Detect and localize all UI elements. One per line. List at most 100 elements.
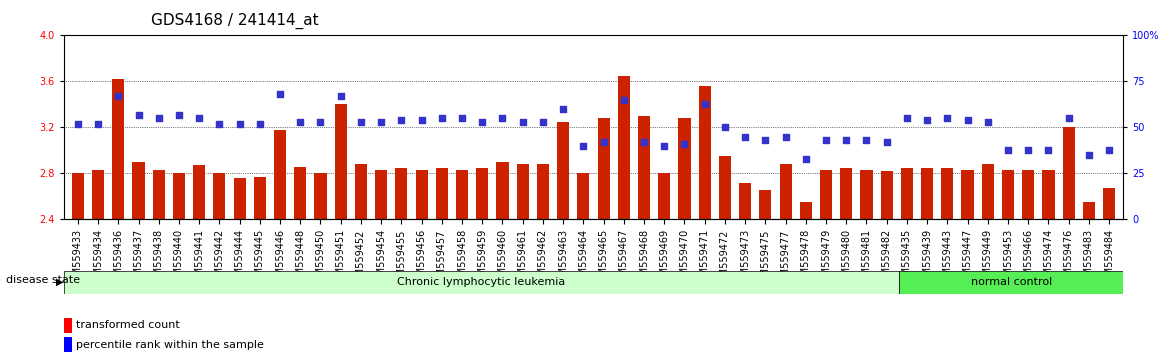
Text: ▶: ▶: [56, 276, 63, 286]
Bar: [153, 170, 164, 219]
Point: [433, 115, 452, 121]
Point: [797, 156, 815, 161]
Bar: [679, 118, 690, 219]
Point: [170, 112, 189, 118]
Bar: [557, 122, 570, 219]
Point: [918, 117, 937, 123]
Point: [68, 121, 87, 127]
Point: [756, 137, 775, 143]
Bar: [698, 86, 711, 219]
Point: [393, 117, 411, 123]
Point: [696, 101, 714, 106]
Bar: [1042, 170, 1055, 219]
Point: [250, 121, 269, 127]
Point: [312, 119, 330, 125]
Point: [109, 93, 127, 99]
Point: [1060, 115, 1078, 121]
Point: [837, 137, 856, 143]
Bar: [274, 130, 286, 219]
Point: [372, 119, 390, 125]
Bar: [760, 189, 771, 219]
Point: [513, 119, 532, 125]
Text: GDS4168 / 241414_at: GDS4168 / 241414_at: [151, 12, 318, 29]
Bar: [497, 162, 508, 219]
Point: [959, 117, 977, 123]
Bar: [375, 170, 387, 219]
Point: [735, 134, 754, 139]
Point: [493, 115, 512, 121]
Bar: [1083, 202, 1095, 219]
Point: [675, 141, 694, 147]
Bar: [132, 162, 145, 219]
Point: [1100, 147, 1119, 152]
Bar: [658, 173, 670, 219]
Bar: [416, 170, 427, 219]
Bar: [982, 164, 994, 219]
Point: [210, 121, 228, 127]
Text: Chronic lymphocytic leukemia: Chronic lymphocytic leukemia: [397, 277, 565, 287]
Point: [878, 139, 896, 145]
Bar: [961, 170, 974, 219]
Bar: [213, 173, 226, 219]
Bar: [64, 337, 72, 352]
Bar: [1023, 170, 1034, 219]
Bar: [880, 171, 893, 219]
Text: disease state: disease state: [6, 275, 80, 285]
Bar: [254, 177, 266, 219]
Point: [574, 143, 593, 149]
Point: [331, 93, 350, 99]
Bar: [638, 116, 650, 219]
Bar: [112, 79, 124, 219]
Bar: [899, 271, 1123, 294]
Point: [938, 115, 957, 121]
Point: [149, 115, 168, 121]
Point: [1079, 152, 1098, 158]
Bar: [719, 156, 731, 219]
Bar: [860, 170, 872, 219]
Bar: [456, 170, 468, 219]
Bar: [315, 173, 327, 219]
Point: [534, 119, 552, 125]
Bar: [354, 164, 367, 219]
Point: [89, 121, 108, 127]
Bar: [578, 173, 589, 219]
Point: [472, 119, 491, 125]
Bar: [841, 168, 852, 219]
Bar: [800, 202, 812, 219]
Bar: [1104, 188, 1115, 219]
Bar: [901, 168, 913, 219]
Text: normal control: normal control: [970, 277, 1051, 287]
Point: [554, 106, 572, 112]
Bar: [72, 173, 83, 219]
Bar: [193, 165, 205, 219]
Bar: [779, 164, 792, 219]
Point: [230, 121, 249, 127]
Bar: [335, 104, 346, 219]
Point: [776, 134, 794, 139]
Bar: [537, 164, 549, 219]
Bar: [739, 183, 752, 219]
Point: [1019, 147, 1038, 152]
Bar: [941, 168, 953, 219]
Point: [635, 139, 653, 145]
Bar: [820, 170, 833, 219]
Point: [857, 137, 875, 143]
Bar: [516, 164, 529, 219]
Bar: [173, 173, 185, 219]
Point: [412, 117, 431, 123]
Bar: [64, 271, 899, 294]
Bar: [64, 318, 72, 333]
Bar: [91, 170, 104, 219]
Point: [816, 137, 835, 143]
Point: [352, 119, 371, 125]
Point: [291, 119, 309, 125]
Bar: [598, 118, 609, 219]
Point: [594, 139, 613, 145]
Point: [190, 115, 208, 121]
Bar: [921, 168, 933, 219]
Point: [998, 147, 1017, 152]
Bar: [1002, 170, 1014, 219]
Bar: [1063, 127, 1075, 219]
Bar: [395, 168, 408, 219]
Bar: [294, 166, 307, 219]
